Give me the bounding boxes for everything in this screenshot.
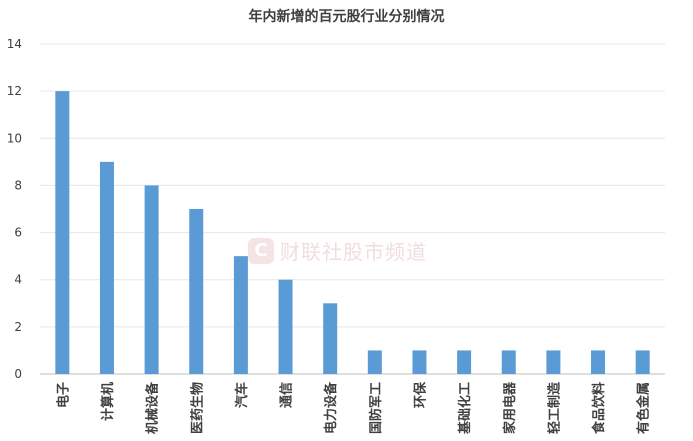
x-tick-label: 医药生物 bbox=[189, 382, 205, 434]
bar bbox=[367, 350, 382, 374]
y-tick-label: 4 bbox=[14, 273, 22, 287]
bar bbox=[189, 209, 204, 374]
x-tick-label: 电子 bbox=[55, 382, 71, 408]
x-tick-label-text: 通信 bbox=[279, 382, 295, 408]
y-tick-label: 12 bbox=[7, 84, 22, 98]
bar bbox=[233, 256, 248, 374]
watermark: C 财联社股市频道 bbox=[248, 236, 427, 265]
bar bbox=[55, 91, 70, 375]
bar bbox=[278, 279, 293, 374]
bar bbox=[501, 350, 516, 374]
y-tick-label: 6 bbox=[14, 226, 22, 240]
watermark-text: 财联社股市频道 bbox=[280, 240, 427, 264]
x-tick-label: 轻工制造 bbox=[546, 381, 562, 434]
bar bbox=[323, 303, 338, 374]
x-tick-label-text: 有色金属 bbox=[636, 382, 652, 434]
x-tick-label-text: 食品饮料 bbox=[591, 382, 607, 434]
x-tick-label: 国防军工 bbox=[368, 382, 384, 434]
x-tick-label-text: 电力设备 bbox=[323, 381, 339, 434]
watermark-logo: C bbox=[248, 237, 274, 264]
x-tick-label-text: 计算机 bbox=[100, 382, 116, 421]
y-tick-label: 8 bbox=[14, 178, 22, 192]
x-tick-label: 环保 bbox=[412, 381, 428, 408]
x-tick-label: 机械设备 bbox=[145, 381, 161, 434]
x-tick-label: 计算机 bbox=[100, 382, 116, 421]
x-tick-label-text: 医药生物 bbox=[189, 382, 205, 434]
x-tick-label: 有色金属 bbox=[636, 382, 652, 434]
bar bbox=[144, 185, 159, 374]
x-tick-label: 汽车 bbox=[234, 382, 250, 408]
bar bbox=[546, 350, 561, 374]
bar bbox=[591, 350, 606, 374]
x-tick-label: 通信 bbox=[279, 382, 295, 408]
y-tick-label: 2 bbox=[14, 320, 22, 334]
x-tick-label: 电力设备 bbox=[323, 381, 339, 434]
y-tick-label: 14 bbox=[7, 37, 22, 51]
bar bbox=[412, 350, 427, 374]
x-tick-label-text: 基础化工 bbox=[457, 382, 473, 435]
x-tick-label: 家用电器 bbox=[502, 381, 518, 434]
x-tick-label: 基础化工 bbox=[457, 382, 473, 435]
x-tick-label-text: 电子 bbox=[55, 382, 71, 408]
x-tick-label-text: 家用电器 bbox=[502, 381, 518, 434]
bar bbox=[457, 350, 472, 374]
bar bbox=[99, 161, 114, 374]
x-tick-label-text: 汽车 bbox=[234, 382, 250, 408]
y-tick-label: 10 bbox=[7, 131, 22, 145]
x-tick-label: 食品饮料 bbox=[591, 382, 607, 434]
chart-title: 年内新增的百元股行业分别情况 bbox=[248, 9, 445, 25]
bar bbox=[635, 350, 650, 374]
y-tick-label: 0 bbox=[14, 367, 22, 381]
x-tick-label-text: 机械设备 bbox=[145, 381, 161, 434]
x-tick-label-text: 环保 bbox=[412, 381, 428, 408]
x-tick-label-text: 轻工制造 bbox=[546, 381, 562, 434]
x-tick-label-text: 国防军工 bbox=[368, 382, 384, 434]
